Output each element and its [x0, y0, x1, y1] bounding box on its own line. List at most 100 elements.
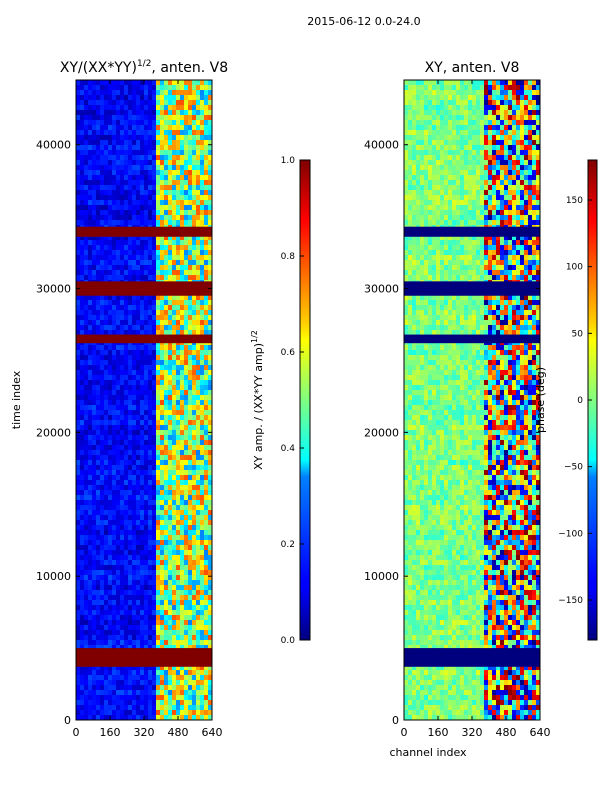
heatmap-cell [188, 535, 193, 541]
heatmap-cell [532, 135, 537, 141]
heatmap-cell [176, 165, 181, 171]
heatmap-cell [152, 500, 157, 506]
heatmap-cell [188, 345, 193, 351]
heatmap-cell [196, 85, 201, 91]
heatmap-cell [420, 95, 425, 101]
heatmap-cell [204, 205, 209, 211]
heatmap-cell [128, 550, 133, 556]
heatmap-cell [184, 210, 189, 216]
heatmap-cell [200, 170, 205, 176]
heatmap-cell [128, 350, 133, 356]
heatmap-cell [132, 310, 137, 316]
heatmap-cell [92, 250, 97, 256]
heatmap-cell [140, 350, 145, 356]
heatmap-cell [156, 675, 161, 681]
heatmap-cell [168, 205, 173, 211]
heatmap-cell [100, 325, 105, 331]
heatmap-cell [532, 140, 537, 146]
heatmap-cell [524, 155, 529, 161]
heatmap-cell [84, 220, 89, 226]
heatmap-cell [536, 130, 540, 136]
heatmap-cell [200, 505, 205, 511]
heatmap-cell [208, 440, 212, 446]
heatmap-cell [156, 355, 161, 361]
heatmap-cell [148, 410, 153, 416]
heatmap-cell [76, 350, 81, 356]
heatmap-cell [148, 140, 153, 146]
heatmap-cell [104, 640, 109, 646]
heatmap-cell [104, 160, 109, 166]
heatmap-cell [132, 190, 137, 196]
heatmap-cell [116, 100, 121, 106]
heatmap-cell [208, 320, 212, 326]
heatmap-cell [76, 605, 81, 611]
heatmap-cell [168, 445, 173, 451]
heatmap-cell [152, 485, 157, 491]
heatmap-cell [440, 135, 445, 141]
heatmap-cell [88, 200, 93, 206]
heatmap-cell [208, 325, 212, 331]
heatmap-cell [164, 195, 169, 201]
heatmap-cell [196, 165, 201, 171]
heatmap-cell [156, 625, 161, 631]
heatmap-cell [184, 405, 189, 411]
heatmap-cell [428, 125, 433, 131]
heatmap-cell [144, 470, 149, 476]
heatmap-cell [116, 370, 121, 376]
heatmap-cell [164, 570, 169, 576]
heatmap-cell [420, 145, 425, 151]
heatmap-cell [176, 95, 181, 101]
heatmap-cell [156, 710, 161, 716]
heatmap-cell [92, 590, 97, 596]
heatmap-cell [492, 160, 497, 166]
heatmap-cell [148, 420, 153, 426]
heatmap-cell [168, 325, 173, 331]
heatmap-cell [116, 435, 121, 441]
heatmap-cell [136, 200, 141, 206]
heatmap-cell [196, 110, 201, 116]
heatmap-cell [112, 515, 117, 521]
heatmap-cell [144, 255, 149, 261]
heatmap-cell [172, 385, 177, 391]
heatmap-cell [196, 430, 201, 436]
heatmap-cell [496, 80, 501, 86]
heatmap-cell [176, 295, 181, 301]
heatmap-cell [148, 440, 153, 446]
heatmap-cell [144, 585, 149, 591]
heatmap-cell [152, 590, 157, 596]
heatmap-cell [84, 670, 89, 676]
heatmap-cell [104, 145, 109, 151]
heatmap-cell [144, 110, 149, 116]
heatmap-cell [84, 405, 89, 411]
heatmap-cell [152, 175, 157, 181]
heatmap-cell [132, 175, 137, 181]
heatmap-cell [136, 205, 141, 211]
heatmap-cell [204, 530, 209, 536]
heatmap-cell [128, 585, 133, 591]
heatmap-cell [204, 345, 209, 351]
heatmap-cell [448, 140, 453, 146]
heatmap-cell [180, 320, 185, 326]
heatmap-cell [112, 490, 117, 496]
heatmap-cell [148, 125, 153, 131]
heatmap-cell [124, 475, 129, 481]
heatmap-cell [108, 450, 113, 456]
heatmap-cell [148, 85, 153, 91]
heatmap-cell [152, 480, 157, 486]
heatmap-cell [204, 90, 209, 96]
heatmap-cell [140, 705, 145, 711]
heatmap-cell [168, 600, 173, 606]
heatmap-cell [428, 90, 433, 96]
heatmap-cell [144, 205, 149, 211]
heatmap-cell [468, 145, 473, 151]
heatmap-cell [144, 510, 149, 516]
heatmap-cell [76, 255, 81, 261]
heatmap-cell [140, 625, 145, 631]
heatmap-cell [192, 140, 197, 146]
heatmap-cell [164, 315, 169, 321]
heatmap-cell [92, 90, 97, 96]
heatmap-cell [160, 605, 165, 611]
heatmap-cell [96, 325, 101, 331]
heatmap-cell [168, 310, 173, 316]
